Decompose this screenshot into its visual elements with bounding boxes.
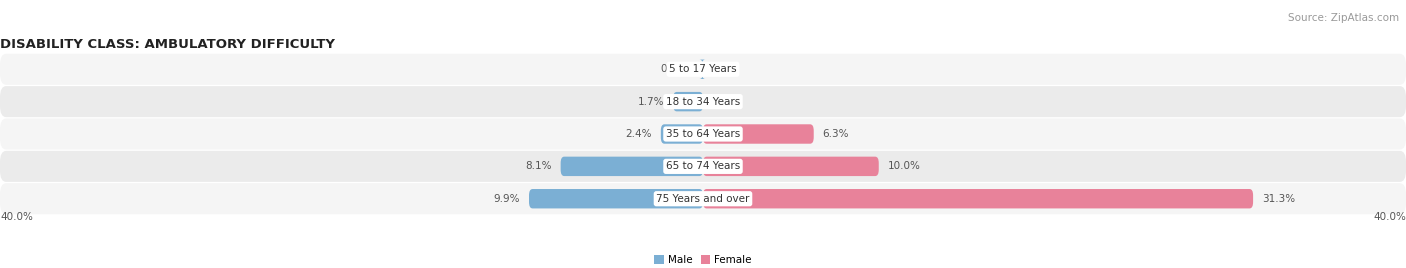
FancyBboxPatch shape: [700, 59, 706, 79]
Text: 8.1%: 8.1%: [526, 161, 551, 171]
Text: 40.0%: 40.0%: [0, 213, 32, 222]
FancyBboxPatch shape: [703, 124, 814, 144]
FancyBboxPatch shape: [703, 189, 1253, 209]
Text: 75 Years and over: 75 Years and over: [657, 194, 749, 204]
Text: 0.07%: 0.07%: [659, 64, 693, 74]
Text: 40.0%: 40.0%: [1374, 213, 1406, 222]
Text: 0.0%: 0.0%: [711, 97, 738, 107]
Text: Source: ZipAtlas.com: Source: ZipAtlas.com: [1288, 13, 1399, 23]
Text: 0.0%: 0.0%: [711, 64, 738, 74]
FancyBboxPatch shape: [0, 151, 1406, 182]
Text: 9.9%: 9.9%: [494, 194, 520, 204]
FancyBboxPatch shape: [0, 54, 1406, 85]
Legend: Male, Female: Male, Female: [650, 251, 756, 268]
FancyBboxPatch shape: [0, 86, 1406, 117]
Text: DISABILITY CLASS: AMBULATORY DIFFICULTY: DISABILITY CLASS: AMBULATORY DIFFICULTY: [0, 38, 335, 50]
Text: 18 to 34 Years: 18 to 34 Years: [666, 97, 740, 107]
Text: 1.7%: 1.7%: [638, 97, 665, 107]
FancyBboxPatch shape: [661, 124, 703, 144]
Text: 65 to 74 Years: 65 to 74 Years: [666, 161, 740, 171]
FancyBboxPatch shape: [529, 189, 703, 209]
Text: 6.3%: 6.3%: [823, 129, 849, 139]
FancyBboxPatch shape: [673, 92, 703, 111]
Text: 10.0%: 10.0%: [887, 161, 921, 171]
FancyBboxPatch shape: [703, 157, 879, 176]
FancyBboxPatch shape: [0, 118, 1406, 150]
FancyBboxPatch shape: [561, 157, 703, 176]
Text: 5 to 17 Years: 5 to 17 Years: [669, 64, 737, 74]
Text: 31.3%: 31.3%: [1263, 194, 1295, 204]
Text: 35 to 64 Years: 35 to 64 Years: [666, 129, 740, 139]
FancyBboxPatch shape: [0, 183, 1406, 214]
Text: 2.4%: 2.4%: [626, 129, 652, 139]
